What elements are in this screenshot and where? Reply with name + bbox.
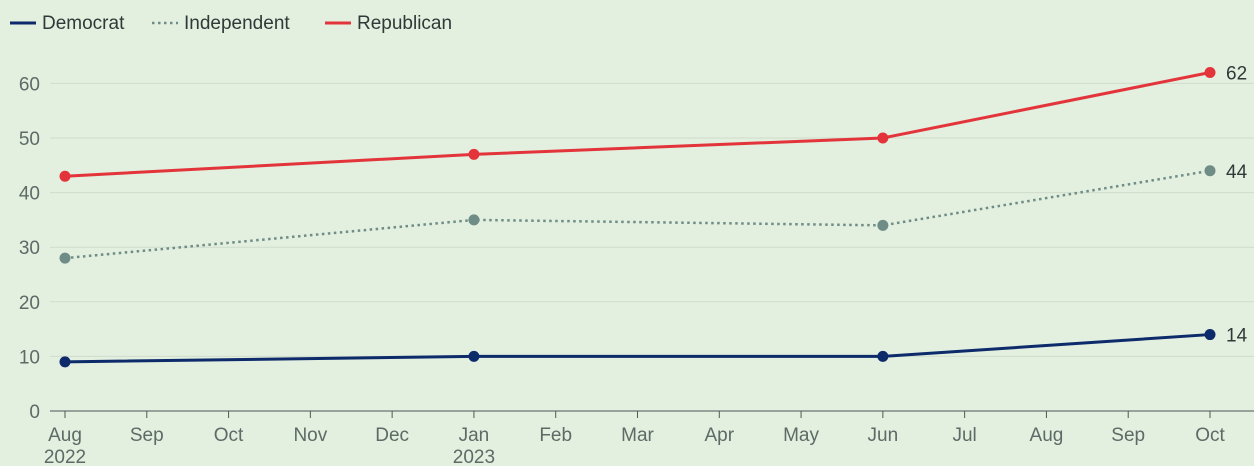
y-tick-label: 0 — [29, 402, 40, 423]
x-tick-label: May — [783, 425, 819, 446]
x-tick-label: Oct — [214, 425, 244, 446]
x-tick-label: Jun — [868, 425, 899, 446]
data-point-republican — [1204, 66, 1216, 78]
x-tick-label: Dec — [375, 425, 409, 446]
series-line-independent — [64, 169, 1211, 260]
x-tick-label: Mar — [621, 425, 654, 446]
x-tick-label: Apr — [704, 425, 734, 446]
data-point-republican — [468, 148, 480, 160]
x-tick-label: Sep — [130, 425, 164, 446]
x-tick-label: Feb — [539, 425, 572, 446]
data-point-democrat — [59, 356, 71, 368]
series-line-democrat — [64, 333, 1211, 364]
y-tick-label: 20 — [19, 293, 40, 314]
x-tick-year-label: 2023 — [453, 447, 495, 466]
x-tick-label: Nov — [293, 425, 327, 446]
grid — [50, 82, 1254, 357]
y-tick-label: 60 — [19, 74, 40, 95]
legend-label-democrat: Democrat — [42, 13, 125, 34]
y-tick-label: 50 — [19, 129, 40, 150]
x-tick-label: Jul — [952, 425, 976, 446]
series-line-republican — [64, 71, 1211, 178]
legend: Democrat Independent Republican — [10, 13, 452, 34]
data-point-independent — [468, 214, 480, 226]
x-tick-label: Aug — [1030, 425, 1064, 446]
legend-label-republican: Republican — [357, 13, 452, 34]
data-point-independent — [59, 252, 71, 264]
y-tick-label: 40 — [19, 184, 40, 205]
data-point-democrat — [877, 350, 889, 362]
y-axis: 0 10 20 30 40 50 60 — [19, 74, 40, 423]
x-tick-year-label: 2022 — [44, 447, 86, 466]
x-tick-label: Oct — [1195, 425, 1225, 446]
legend-label-independent: Independent — [184, 13, 290, 34]
series-group — [59, 66, 1216, 368]
x-tick-label: Sep — [1111, 425, 1145, 446]
y-tick-label: 30 — [19, 238, 40, 259]
x-tick-label: Jan — [459, 425, 490, 446]
data-point-democrat — [1204, 329, 1216, 341]
data-point-independent — [1204, 165, 1216, 177]
data-point-democrat — [468, 350, 480, 362]
data-point-republican — [59, 170, 71, 182]
data-point-republican — [877, 132, 889, 144]
end-labels: 14 44 62 — [1226, 63, 1248, 346]
x-tick-label: Aug — [48, 425, 82, 446]
data-point-independent — [877, 219, 889, 231]
end-label-republican: 62 — [1226, 63, 1247, 84]
end-label-democrat: 14 — [1226, 326, 1248, 347]
y-tick-label: 10 — [19, 347, 40, 368]
end-label-independent: 44 — [1226, 162, 1248, 183]
